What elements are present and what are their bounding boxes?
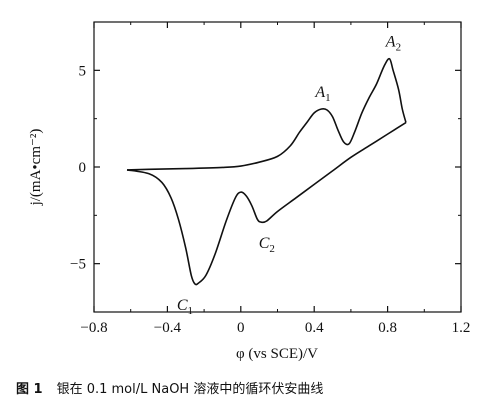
anodic-curve xyxy=(127,57,407,171)
x-tick-label: 1.2 xyxy=(452,320,471,336)
peak-label-a1: A1 xyxy=(314,84,330,104)
tick-marks xyxy=(93,21,462,313)
x-tick-label: 0.4 xyxy=(305,320,324,336)
peak-label-a2: A2 xyxy=(385,34,401,54)
y-tick-label: 0 xyxy=(79,160,87,176)
plot-frame xyxy=(93,21,462,313)
x-tick-label: −0.8 xyxy=(80,320,107,336)
caption-text: 银在 0.1 mol/L NaOH 溶液中的循环伏安曲线 xyxy=(56,382,324,397)
x-tick-labels: −0.8 −0.4 0 0.4 0.8 1.2 xyxy=(80,320,470,336)
cathodic-curve xyxy=(126,121,407,286)
peak-label-c1: C1 xyxy=(177,297,193,317)
y-tick-labels: −5 0 5 xyxy=(70,63,86,272)
x-tick-label: 0 xyxy=(237,320,245,336)
x-tick-label: −0.4 xyxy=(154,320,182,336)
peak-label-c2: C2 xyxy=(259,235,275,255)
figure-caption: 图 1 银在 0.1 mol/L NaOH 溶液中的循环伏安曲线 xyxy=(16,378,486,397)
series-group xyxy=(126,57,407,286)
peak-annotations: A1 A2 C1 C2 xyxy=(177,34,401,317)
figure-number: 图 1 xyxy=(16,382,43,397)
y-tick-label: 5 xyxy=(79,63,87,79)
x-tick-label: 0.8 xyxy=(378,320,397,336)
y-axis-label: j/(mA•cm⁻²) xyxy=(28,129,44,207)
x-axis-label: φ (vs SCE)/V xyxy=(236,346,318,362)
y-tick-label: −5 xyxy=(70,257,86,273)
